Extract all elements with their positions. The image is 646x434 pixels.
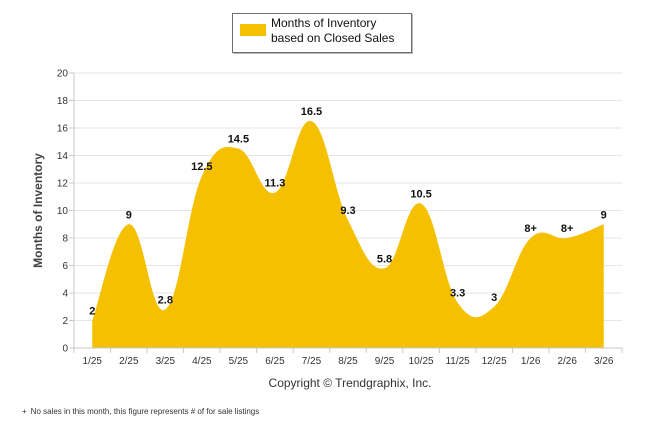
y-tick-label: 2 [62, 316, 68, 327]
x-tick-label: 3/26 [594, 356, 614, 367]
x-tick-label: 1/25 [83, 356, 103, 367]
data-label: 9 [601, 209, 607, 221]
data-label: 9.3 [340, 205, 355, 217]
x-tick-label: 12/25 [482, 356, 507, 367]
chart-legend: Months of Inventory based on Closed Sale… [232, 13, 412, 53]
x-tick-label: 11/25 [445, 356, 470, 367]
y-tick-label: 6 [62, 261, 68, 272]
x-tick-label: 1/26 [521, 356, 541, 367]
y-tick-label: 14 [57, 151, 69, 162]
y-tick-label: 10 [57, 206, 69, 217]
footnote-mark: + [22, 407, 27, 416]
y-axis-title: Months of Inventory [31, 153, 45, 268]
data-label: 8+ [524, 223, 537, 235]
x-tick-label: 2/26 [557, 356, 577, 367]
data-label: 11.3 [265, 178, 286, 190]
x-tick-label: 3/25 [156, 356, 176, 367]
data-label: 2 [89, 306, 95, 318]
data-label: 3.3 [450, 288, 465, 300]
x-tick-label: 8/25 [338, 356, 358, 367]
data-label: 8+ [561, 223, 574, 235]
x-tick-label: 9/25 [375, 356, 395, 367]
x-tick-label: 6/25 [265, 356, 285, 367]
y-tick-label: 16 [57, 124, 69, 135]
copyright-text: Copyright © Trendgraphix, Inc. [269, 376, 432, 390]
series-area [92, 120, 604, 348]
x-tick-label: 2/25 [119, 356, 139, 367]
data-label: 10.5 [410, 189, 431, 201]
legend-label: Months of Inventory based on Closed Sale… [271, 16, 395, 45]
data-label: 12.5 [191, 161, 212, 173]
data-label: 5.8 [377, 253, 392, 265]
data-label: 16.5 [301, 106, 322, 118]
x-tick-label: 4/25 [192, 356, 212, 367]
x-tick-label: 7/25 [302, 356, 322, 367]
y-tick-label: 4 [62, 289, 68, 300]
footnote: + No sales in this month, this figure rep… [22, 407, 259, 416]
data-label: 2.8 [158, 295, 173, 307]
y-tick-label: 8 [62, 234, 68, 245]
y-tick-label: 0 [62, 344, 68, 355]
data-label: 9 [126, 209, 132, 221]
data-label: 3 [491, 292, 497, 304]
y-tick-label: 18 [57, 96, 69, 107]
x-tick-label: 10/25 [409, 356, 434, 367]
x-tick-label: 5/25 [229, 356, 249, 367]
y-tick-label: 12 [57, 179, 69, 190]
legend-swatch [240, 24, 266, 36]
y-tick-label: 20 [57, 69, 69, 80]
footnote-text: No sales in this month, this figure repr… [30, 407, 260, 416]
data-label: 14.5 [228, 134, 249, 146]
